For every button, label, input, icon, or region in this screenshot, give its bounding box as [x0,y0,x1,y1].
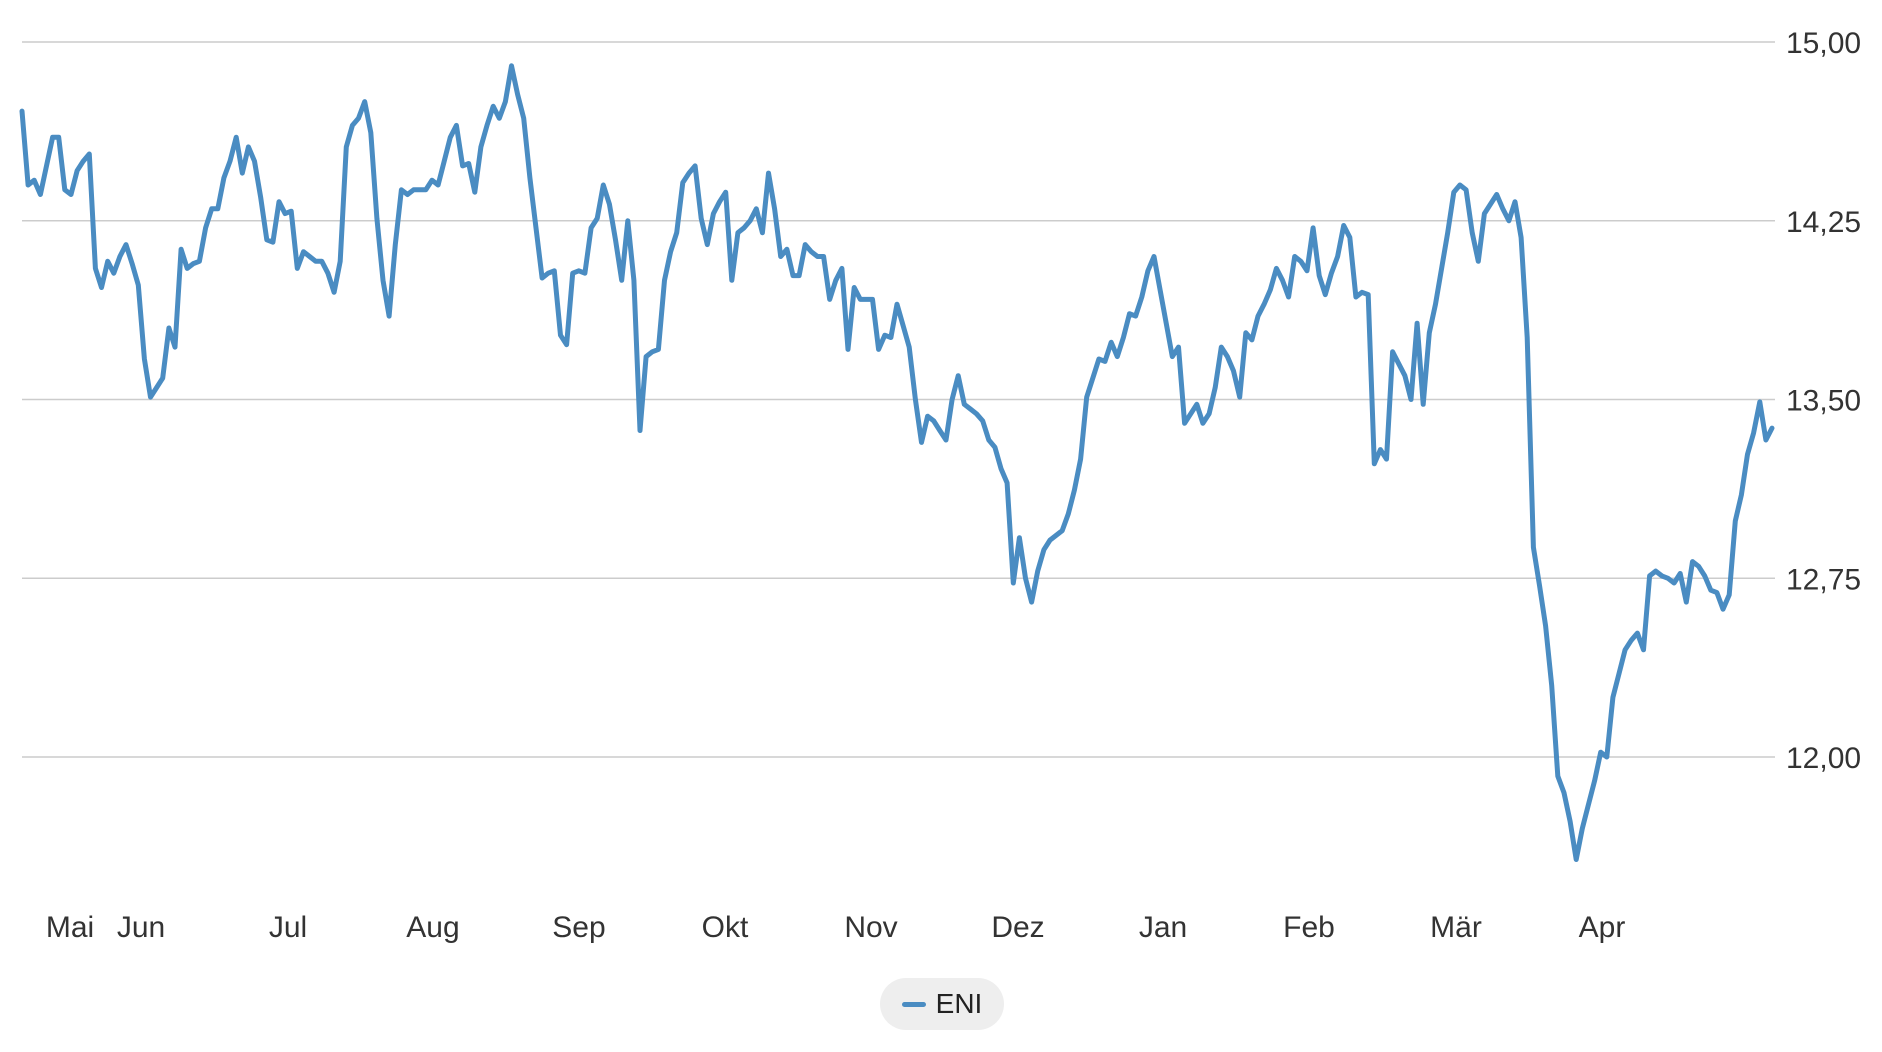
y-tick-label: 13,50 [1786,385,1861,418]
y-tick-label: 12,75 [1786,563,1861,596]
x-tick-label: Sep [552,911,605,944]
x-tick-label: Jan [1139,911,1187,944]
x-tick-label: Feb [1283,911,1335,944]
x-axis-ticks: Mai Jun Jul Aug Sep Okt Nov Dez Jan Feb Mär Apr [46,911,1626,944]
x-tick-label: Jun [117,911,165,944]
legend-label-eni: ENI [935,988,983,1019]
legend[interactable]: ENI [880,978,1004,1030]
x-tick-label: Nov [844,911,897,944]
x-tick-label: Jul [269,911,307,944]
y-axis-ticks: 15,00 14,25 13,50 12,75 12,00 [1786,27,1861,775]
x-tick-label: Apr [1579,911,1626,944]
grid-lines [22,41,1775,758]
x-tick-label: Mär [1430,911,1482,944]
y-tick-label: 12,00 [1786,742,1861,775]
y-tick-label: 15,00 [1786,27,1861,60]
x-tick-label: Okt [702,911,749,944]
legend-swatch-eni [901,1001,926,1007]
x-tick-label: Mai [46,911,94,944]
y-tick-label: 14,25 [1786,206,1861,239]
series-line-eni [19,63,1775,862]
x-tick-label: Aug [406,911,459,944]
x-tick-label: Dez [991,911,1044,944]
